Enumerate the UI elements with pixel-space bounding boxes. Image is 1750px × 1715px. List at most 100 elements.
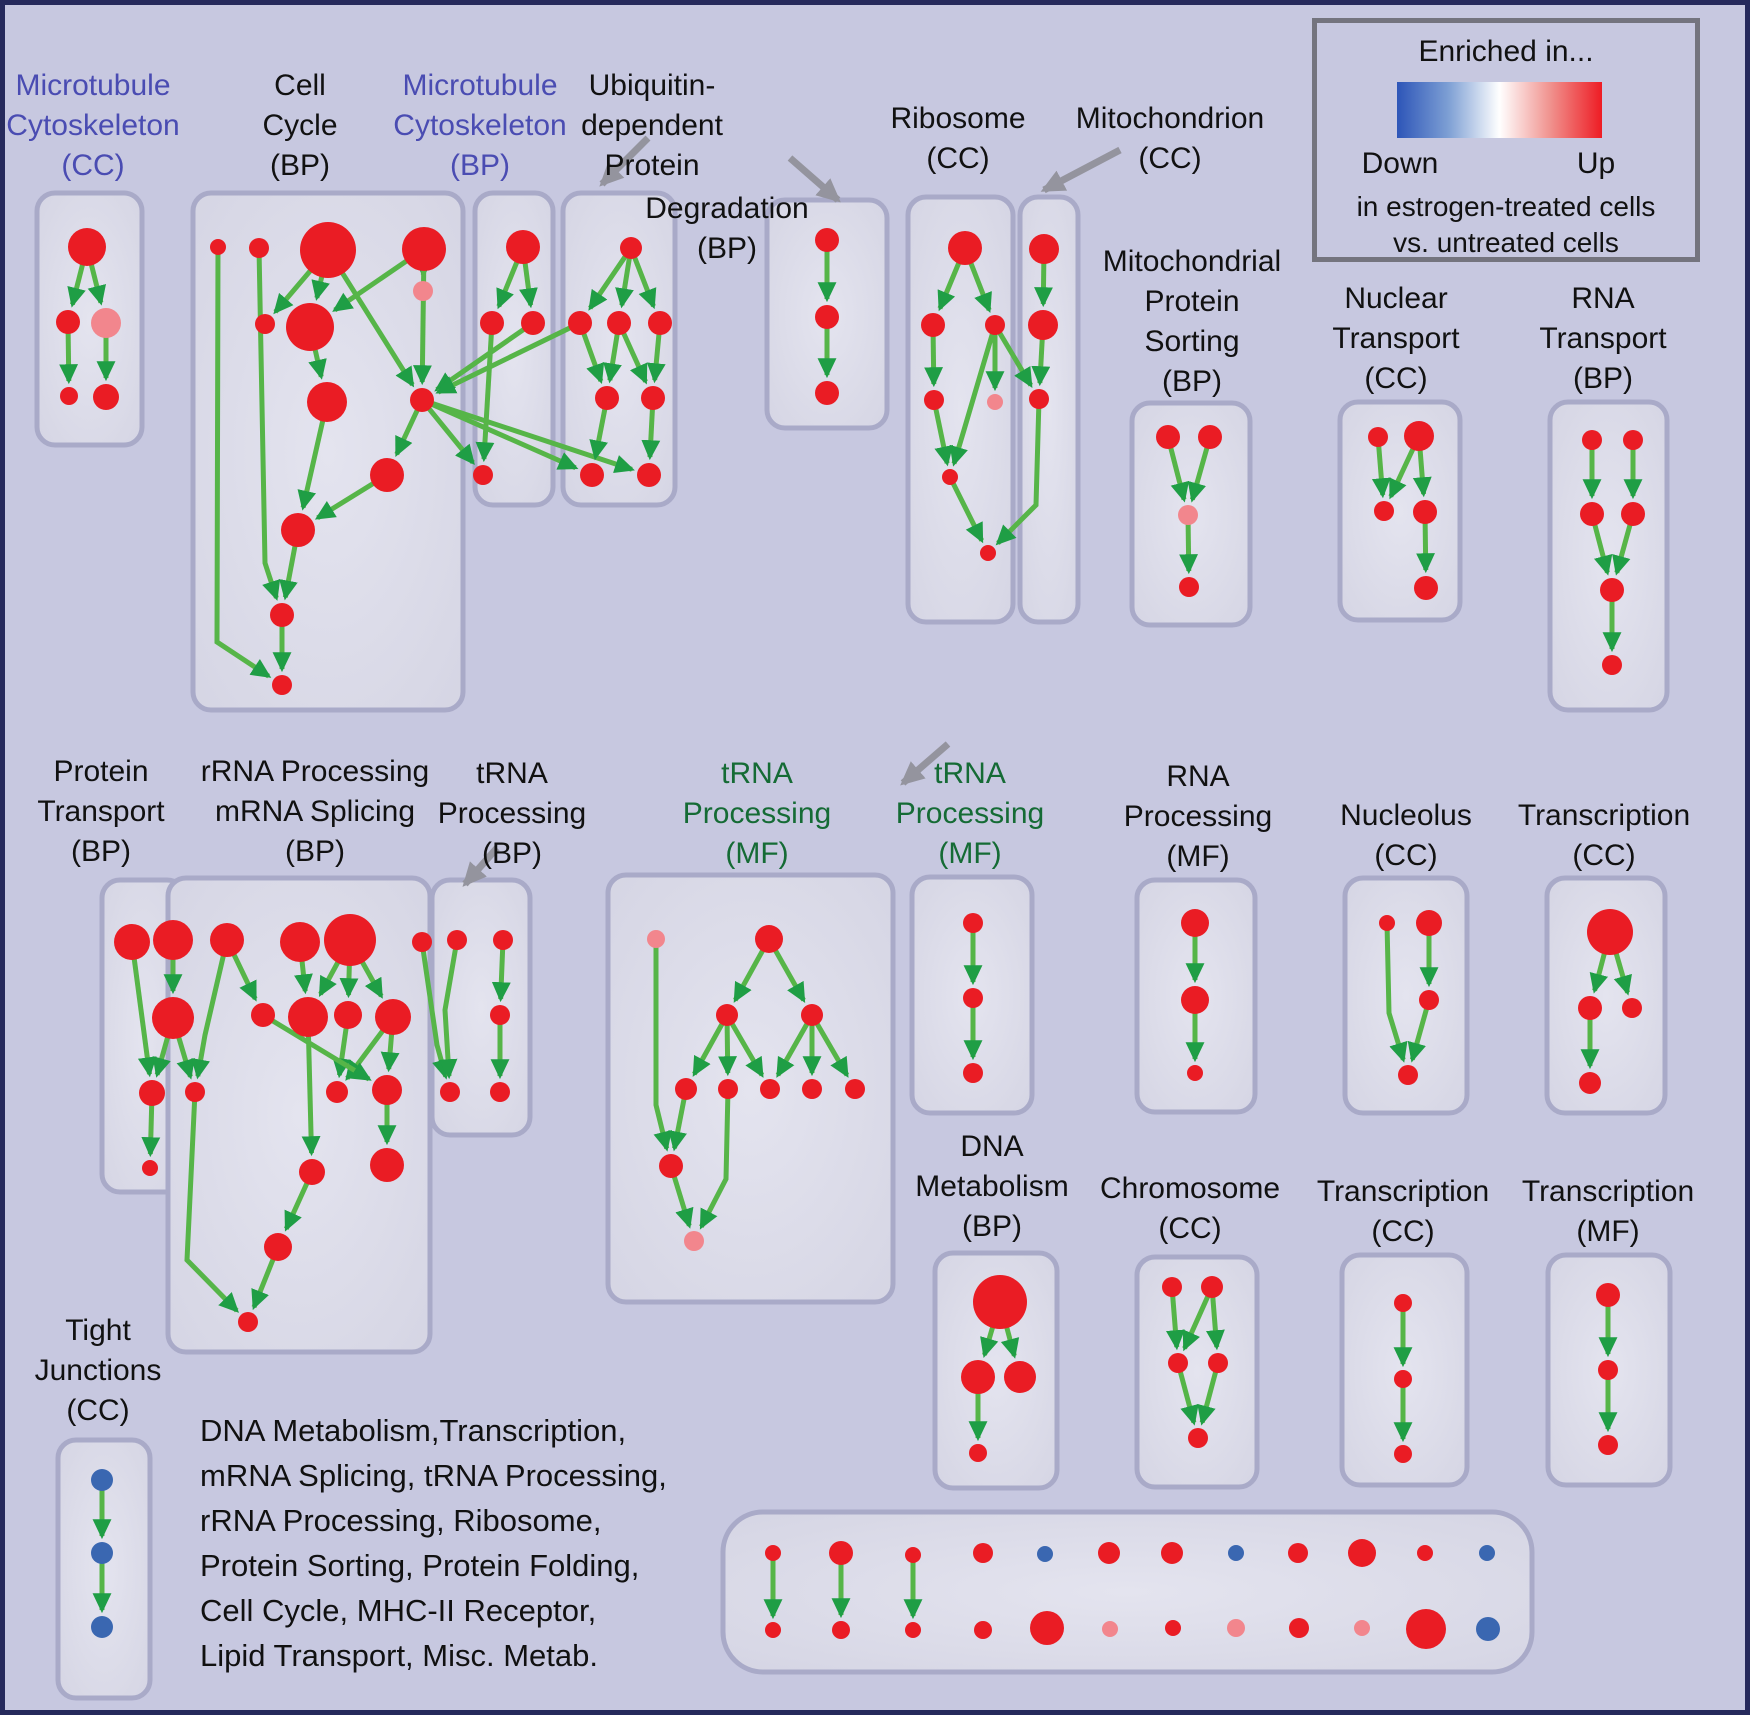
graph-node [815, 228, 839, 252]
cluster-label: (CC) [1364, 362, 1427, 395]
graph-node [1379, 915, 1395, 931]
graph-node [370, 1148, 404, 1182]
graph-node [1028, 310, 1058, 340]
graph-node [1598, 1435, 1618, 1455]
cluster-label: (CC) [1138, 142, 1201, 175]
graph-node [255, 314, 275, 334]
graph-node [963, 988, 983, 1008]
graph-node [973, 1543, 993, 1563]
graph-node [300, 222, 356, 278]
network-edge [724, 1013, 765, 1078]
graph-node [648, 311, 672, 335]
cluster-label: Transcription [1518, 799, 1690, 832]
cluster-label: rRNA Processing [201, 755, 429, 788]
graph-node [568, 311, 592, 335]
graph-node [1621, 502, 1645, 526]
graph-node [91, 308, 121, 338]
graph-node [802, 1079, 822, 1099]
graph-node [963, 1063, 983, 1083]
cluster-label: tRNA [476, 757, 548, 790]
graph-node [1419, 990, 1439, 1010]
label-pointer-arrow [787, 155, 841, 203]
graph-node [1476, 1617, 1500, 1641]
graph-node [1404, 421, 1434, 451]
graph-node [1227, 1619, 1245, 1637]
cluster-label: RNA [1166, 760, 1229, 793]
graph-node [370, 458, 404, 492]
graph-node [961, 1360, 995, 1394]
network-edge [475, 322, 495, 463]
graph-node [521, 311, 545, 335]
graph-node [238, 1312, 258, 1332]
graph-node [973, 1275, 1027, 1329]
graph-node [718, 1079, 738, 1099]
graph-node [60, 387, 78, 405]
network-edge [809, 1013, 850, 1078]
cluster-label: (MF) [725, 837, 788, 870]
network-edge [699, 1088, 731, 1230]
network-edge [992, 323, 1033, 388]
graph-node [91, 1616, 113, 1638]
cluster-label: Mitochondrial [1103, 245, 1281, 278]
graph-node [1596, 1283, 1620, 1307]
graph-node [1098, 1542, 1120, 1564]
cluster-box-microtubule-cytoskeleton-bp [472, 190, 556, 508]
graph-node [1348, 1539, 1376, 1567]
label-pointer-arrow [900, 741, 951, 786]
cluster-box-nucleolus-cc [1342, 875, 1470, 1116]
cluster-label: Transport [37, 795, 165, 828]
cluster-label: Protein [604, 149, 699, 182]
label-pointer-arrow [462, 845, 500, 887]
cluster-label: DNA Metabolism,Transcription, [200, 1413, 626, 1448]
cluster-label: Protein Sorting, Protein Folding, [200, 1548, 639, 1583]
graph-node [1413, 500, 1437, 524]
graph-node [270, 603, 294, 627]
graph-node [280, 922, 320, 962]
graph-node [985, 315, 1005, 335]
cluster-label: Tight [65, 1314, 131, 1347]
graph-node [1579, 1072, 1601, 1094]
graph-node [948, 231, 982, 265]
graph-node [1600, 578, 1624, 602]
graph-node [281, 513, 315, 547]
cluster-box-chromosome-cc [1134, 1254, 1260, 1490]
network-edge [692, 1013, 730, 1077]
graph-node [251, 1003, 275, 1027]
cluster-box-misc-terms [720, 1509, 1535, 1675]
graph-node [637, 463, 661, 487]
graph-node [1587, 909, 1633, 955]
graph-node [272, 675, 292, 695]
cluster-label: Cytoskeleton [393, 109, 566, 142]
pointer-arrows-layer [462, 135, 1122, 887]
network-edge [1407, 999, 1432, 1063]
cluster-label: Microtubule [15, 69, 170, 102]
graph-node [91, 1469, 113, 1491]
network-edge [1197, 1362, 1221, 1426]
graph-node [765, 1622, 781, 1638]
cluster-label: Cycle [262, 109, 337, 142]
network-edge [995, 398, 1042, 546]
graph-node [1417, 1545, 1433, 1561]
graph-node [324, 914, 376, 966]
graph-node [620, 237, 642, 259]
graph-node [372, 1075, 402, 1105]
graph-node [1289, 1618, 1309, 1638]
cluster-label: rRNA Processing, Ribosome, [200, 1503, 601, 1538]
graph-node [1602, 655, 1622, 675]
graph-node [1374, 501, 1394, 521]
graph-node [675, 1078, 697, 1100]
cluster-box-transcription-cc-row3 [1339, 1252, 1470, 1488]
graph-node [1168, 1353, 1188, 1373]
graph-node [506, 230, 540, 264]
graph-node [1181, 986, 1209, 1014]
labels-layer: Microtubule Cytoskeleton (CC) Cell Cycle (BP)… [6, 69, 1694, 1673]
graph-node [139, 1080, 165, 1106]
graph-node [412, 932, 432, 952]
graph-node [1582, 430, 1602, 450]
cluster-box-nuclear-transport-cc [1337, 399, 1463, 623]
graph-node [493, 930, 513, 950]
cluster-label: Chromosome [1100, 1172, 1280, 1205]
graph-node [1208, 1353, 1228, 1373]
graph-node [307, 382, 347, 422]
